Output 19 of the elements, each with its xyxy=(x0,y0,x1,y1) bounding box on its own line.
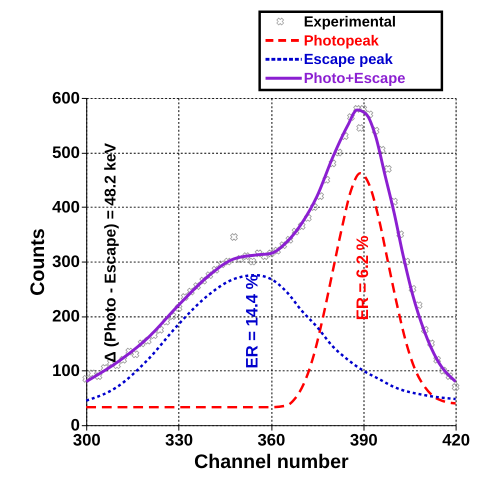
y-tick-label: 500 xyxy=(52,142,80,162)
y-tick-label: 300 xyxy=(52,252,80,271)
x-tick-label: 360 xyxy=(258,430,286,450)
x-tick-label: 330 xyxy=(165,430,193,450)
annotation: ER = 6.2 % xyxy=(353,235,372,320)
x-tick-label: 420 xyxy=(442,430,470,450)
y-tick-label: 200 xyxy=(52,306,80,326)
line-series xyxy=(84,172,457,408)
x-tick-label: 390 xyxy=(350,430,378,450)
x-axis-title: Channel number xyxy=(194,450,350,473)
y-tick-label: 600 xyxy=(52,88,80,108)
legend-label: Experimental xyxy=(304,14,396,30)
y-tick-label: 100 xyxy=(52,361,80,380)
legend-label: Photopeak xyxy=(304,33,380,50)
annotation: Δ (Photo - Escape) = 48.2 keV xyxy=(102,142,120,363)
legend-label: Photo+Escape xyxy=(304,71,406,88)
legend-label: Escape peak xyxy=(304,52,394,68)
y-tick-label: 400 xyxy=(52,197,80,216)
y-axis-title: Counts xyxy=(27,228,50,296)
